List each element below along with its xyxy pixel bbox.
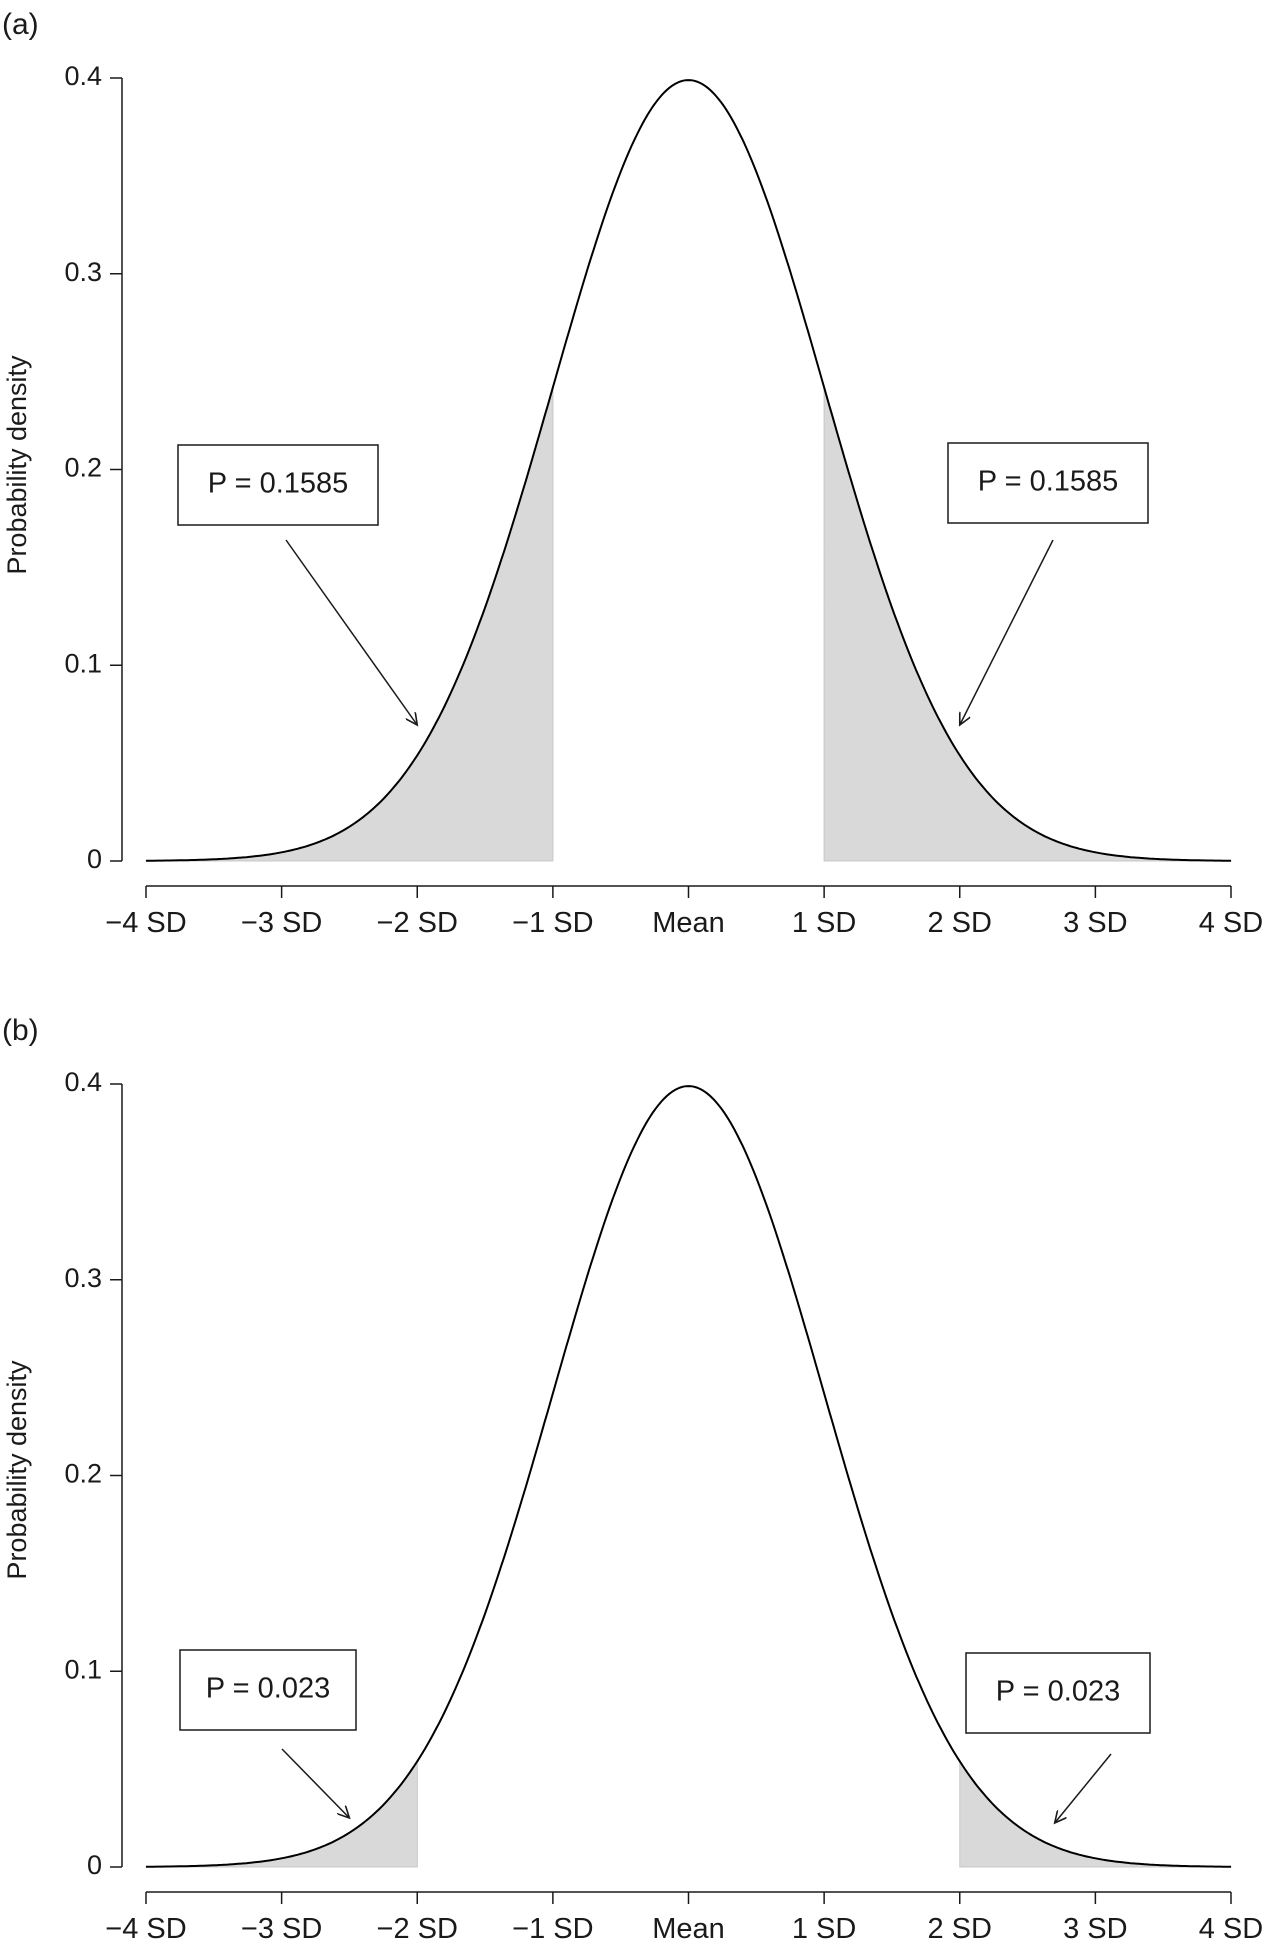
annotation-arrow [285,539,417,725]
annotation-arrow [960,539,1054,725]
annotations: P = 0.023 P = 0.023 [179,1649,1151,1823]
annotation-box [947,442,1149,524]
y-tick-label: 0 [87,844,102,874]
x-tick-label: −2 SD [377,907,458,939]
x-tick-label: 4 SD [1199,1913,1263,1945]
y-axis-title: Probability density [2,355,32,575]
x-tick-label: −3 SD [241,1913,322,1945]
x-tick-label: Mean [652,1913,725,1945]
x-tick-label: 2 SD [928,1913,992,1945]
x-tick-label: 2 SD [928,907,992,939]
annotations: P = 0.1585 P = 0.1585 [177,442,1149,725]
y-tick-label: 0 [87,1850,102,1880]
x-tick-label: 1 SD [792,1913,856,1945]
y-tick-label: 0.3 [64,1263,102,1293]
y-tick-label: 0.2 [64,453,102,483]
density-curve-group [146,1085,1231,1868]
y-tick-label: 0.2 [64,1459,102,1489]
annotation-box [179,1649,357,1731]
chart-panel-a: (a) Probability density 0 0.1 0.2 0.3 0.4 −4 … [2,8,1263,939]
annotation-text: P = 0.023 [206,1673,330,1705]
chart-panel-b: (b) Probability density 0 0.1 0.2 0.3 0.4 −4 … [2,1014,1263,1945]
annotation-arrow [1055,1753,1112,1823]
annotation-box [965,1652,1151,1734]
x-tick-label: −4 SD [105,1913,186,1945]
x-tick-label: −4 SD [105,907,186,939]
y-tick-label: 0.4 [64,61,102,91]
panel-label: (a) [2,8,39,41]
y-tick-label: 0.4 [64,1067,102,1097]
annotation-text: P = 0.023 [996,1676,1120,1708]
annotation-box [177,444,379,526]
annotation-arrow [281,1748,349,1818]
density-curve-group [146,79,1231,862]
x-tick-label: −3 SD [241,907,322,939]
shaded-region-right [959,1759,1232,1868]
x-tick-label: 3 SD [1063,1913,1127,1945]
density-curve [146,79,1231,862]
y-axis-title: Probability density [2,1360,32,1580]
x-tick-label: 4 SD [1199,907,1263,939]
density-curve [146,1085,1231,1868]
x-tick-label: Mean [652,907,725,939]
y-tick-label: 0.3 [64,257,102,287]
shaded-region-left [145,1759,418,1868]
x-tick-label: 1 SD [792,907,856,939]
x-tick-label: −1 SD [512,1913,593,1945]
axes: 0 0.1 0.2 0.3 0.4 −4 SD −3 SD −2 SD −1 SD Mean 1 S… [64,61,1263,939]
y-tick-label: 0.1 [64,648,102,678]
annotation-text: P = 0.1585 [978,466,1119,498]
x-tick-label: −1 SD [512,907,593,939]
y-tick-label: 0.1 [64,1654,102,1684]
x-tick-label: −2 SD [377,1913,458,1945]
axes: 0 0.1 0.2 0.3 0.4 −4 SD −3 SD −2 SD −1 SD Mean 1 S… [64,1067,1263,1945]
panel-label: (b) [2,1014,39,1047]
x-tick-label: 3 SD [1063,907,1127,939]
annotation-text: P = 0.1585 [208,468,349,500]
